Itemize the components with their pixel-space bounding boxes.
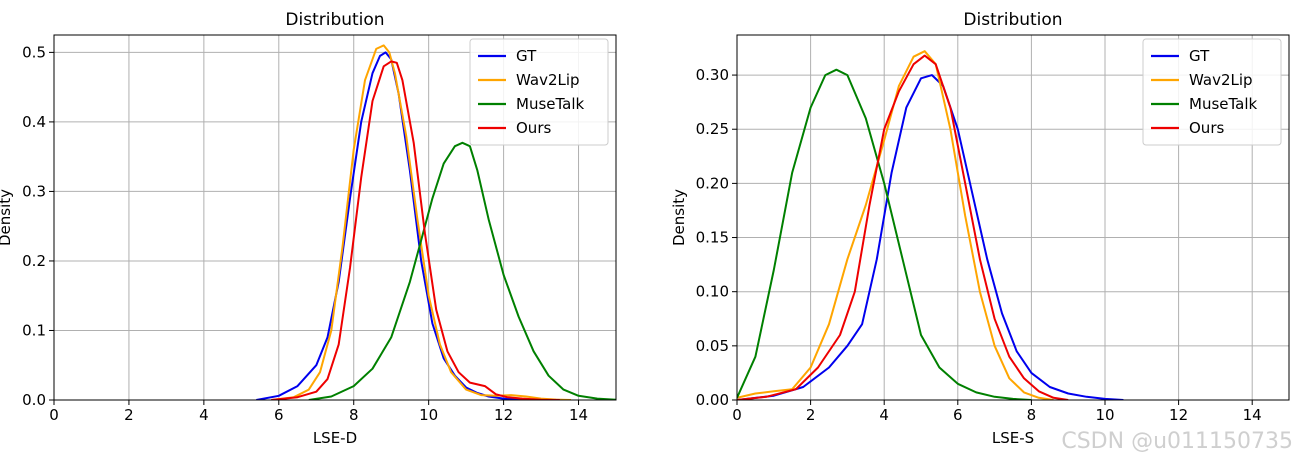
y-tick-label: 0.1 (22, 321, 46, 339)
series-group (737, 50, 1124, 400)
chart-title: Distribution (963, 10, 1062, 30)
x-axis-label: LSE-D (313, 429, 357, 447)
x-tick-label: 4 (879, 406, 889, 424)
y-axis-label: Density (670, 189, 688, 246)
chart-panel-1: 0 2 4 6 8 10 12 14 0.0 0.1 0.2 0.3 0.4 0.5 Distributio… (0, 10, 617, 447)
x-tick-label: 2 (806, 406, 816, 424)
x-tick-label: 10 (1095, 406, 1114, 424)
y-tick-label: 0.15 (696, 229, 729, 247)
chart-title: Distribution (285, 10, 384, 30)
watermark: CSDN @u011150735 (1061, 429, 1293, 454)
y-tick-label: 0.30 (696, 66, 729, 84)
series-line-ours (271, 60, 560, 400)
y-tick-label: 0.10 (696, 283, 729, 301)
x-tick-label: 8 (349, 406, 359, 424)
x-axis-label: LSE-S (992, 429, 1034, 447)
y-tick-label: 0.25 (696, 120, 729, 138)
plot-frame (53, 34, 617, 401)
y-axis-label: Density (0, 189, 14, 246)
x-tick-label: 12 (1169, 406, 1188, 424)
x-tick-label: 2 (124, 406, 134, 424)
y-tick-label: 0.0 (22, 391, 46, 409)
legend-label-ours: Ours (1189, 119, 1224, 137)
x-tick-label: 6 (274, 406, 284, 424)
plot-frame (736, 34, 1290, 401)
y-tick-label: 0.20 (696, 174, 729, 192)
series-line-musetalk (737, 68, 1032, 400)
x-tick-label: 8 (1027, 406, 1037, 424)
series-group (256, 44, 616, 400)
y-tick-label: 0.3 (22, 182, 46, 200)
legend: GT Wav2Lip MuseTalk Ours (1142, 38, 1282, 146)
legend-label-gt: GT (1189, 47, 1210, 65)
legend-label-musetalk: MuseTalk (1189, 95, 1258, 113)
chart-panel-2: 0 2 4 6 8 10 12 14 0.00 0.05 0.10 0.15 0.20 0.25 0.30 D… (670, 10, 1290, 447)
legend: GT Wav2Lip MuseTalk Ours (469, 38, 609, 146)
x-tick-label: 10 (419, 406, 438, 424)
x-tick-label: 12 (494, 406, 513, 424)
legend-label-wav2lip: Wav2Lip (1189, 71, 1253, 89)
x-tick-label: 14 (1243, 406, 1262, 424)
x-tick-label: 0 (732, 406, 742, 424)
series-line-musetalk (308, 141, 616, 400)
legend-label-musetalk: MuseTalk (516, 95, 585, 113)
legend-box (1142, 38, 1282, 146)
y-tick-label: 0.05 (696, 337, 729, 355)
x-tick-label: 14 (569, 406, 588, 424)
y-tick-label: 0.00 (696, 391, 729, 409)
y-tick-label: 0.2 (22, 252, 46, 270)
legend-label-ours: Ours (516, 119, 551, 137)
x-tick-label: 6 (953, 406, 963, 424)
legend-label-gt: GT (516, 47, 537, 65)
x-tick-label: 0 (49, 406, 59, 424)
series-line-wav2lip (737, 50, 1054, 400)
series-line-ours (737, 54, 1069, 400)
y-tick-label: 0.4 (22, 113, 46, 131)
legend-box (469, 38, 609, 146)
series-line-wav2lip (271, 44, 572, 400)
x-tick-label: 4 (199, 406, 209, 424)
y-tick-label: 0.5 (22, 43, 46, 61)
legend-label-wav2lip: Wav2Lip (516, 71, 580, 89)
